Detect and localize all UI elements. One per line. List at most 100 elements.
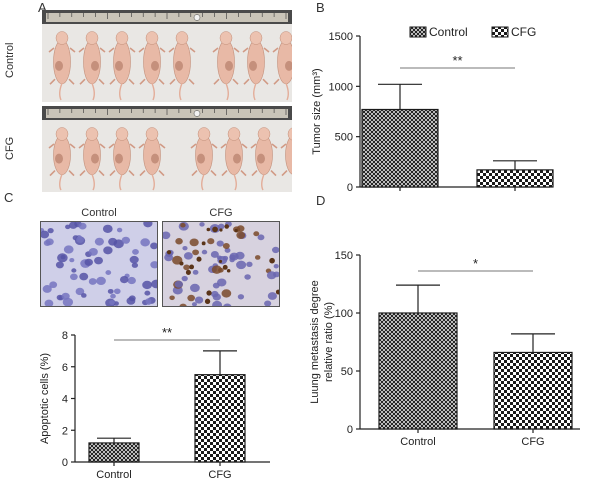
mouse-tail [91, 83, 95, 101]
cell-nucleus [254, 255, 261, 260]
significance-bracket: ** [114, 325, 220, 341]
cell-nucleus [211, 265, 222, 274]
y-tick-label: 0 [62, 457, 68, 469]
legend-swatch-cfg [491, 26, 509, 38]
mouse-tumor [249, 60, 257, 71]
micrograph-control [40, 221, 158, 307]
mouse-tail [59, 83, 63, 101]
cell-nucleus [47, 228, 54, 234]
mouse-head [145, 31, 159, 45]
cell-nucleus [55, 261, 64, 269]
cell-nucleus [113, 288, 121, 295]
cell-nucleus [257, 234, 265, 241]
apoptotic-stain [185, 269, 191, 275]
cell-nucleus [187, 294, 195, 302]
cell-nucleus [109, 300, 115, 305]
apoptotic-stain [222, 264, 228, 270]
mouse [138, 31, 166, 101]
mouse-body [113, 134, 131, 176]
bar-rect [476, 169, 554, 188]
ruler-hole [193, 110, 201, 117]
cell-nucleus [121, 236, 131, 244]
cell-nucleus [229, 257, 235, 263]
y-tick-label: 150 [335, 250, 353, 262]
y-tick-label: 8 [62, 330, 68, 342]
apoptotic-stain [166, 250, 172, 255]
significance-stars: ** [452, 53, 462, 68]
mouse-body [143, 134, 161, 176]
y-tick-label: 4 [62, 394, 68, 406]
ruler [46, 13, 288, 22]
tumor-size-chart: 0 500 1000 1500 Tumor size (mm³) ** Control CFG [311, 25, 554, 194]
y-tick-label: 100 [335, 308, 353, 320]
cell-nucleus [145, 298, 152, 304]
cell-nucleus [253, 231, 260, 237]
cell-nucleus [183, 252, 193, 260]
cell-nucleus [69, 258, 75, 263]
cell-nucleus [76, 236, 85, 243]
mouse-tail [59, 173, 63, 191]
cell-nucleus [175, 238, 183, 245]
cell-nucleus [79, 272, 89, 281]
mouse-head [287, 127, 292, 141]
mouse-tumor [91, 153, 99, 164]
cell-nucleus [224, 247, 231, 253]
mice-photo-control-svg [42, 10, 292, 102]
mouse [190, 127, 218, 191]
mouse-tumor [285, 60, 292, 71]
legend-label-control: Control [429, 25, 468, 39]
bar-rect [194, 374, 246, 463]
cell-nucleus [223, 303, 232, 306]
cell-nucleus [212, 300, 223, 306]
legend-label-cfg: CFG [511, 25, 536, 39]
cell-nucleus [127, 276, 136, 285]
cell-nucleus [88, 278, 97, 285]
mouse-head [55, 31, 69, 45]
mouse-legs [138, 143, 166, 177]
mouse [168, 31, 196, 101]
row-label-cfg: CFG [4, 136, 16, 160]
cell-nucleus [163, 231, 171, 240]
apoptotic-stain [189, 264, 195, 270]
mouse [242, 31, 270, 101]
x-tick-label: CFG [208, 469, 231, 481]
mouse-tail [179, 83, 183, 101]
cell-nucleus [194, 296, 204, 304]
mouse [108, 31, 136, 101]
bar-control: Control [378, 284, 458, 448]
mouse-head [197, 127, 211, 141]
mouse [48, 31, 76, 101]
row-label-control: Control [4, 42, 16, 78]
cell-nucleus [180, 222, 186, 228]
cell-nucleus [189, 238, 199, 247]
mouse-tail [119, 173, 123, 191]
cell-nucleus [103, 246, 113, 255]
panel-b-letter: B [316, 0, 325, 15]
cell-nucleus [236, 231, 246, 239]
mouse-legs [108, 143, 136, 177]
mouse-tail [151, 173, 155, 191]
cell-nucleus [65, 224, 71, 230]
cell-nucleus [108, 237, 118, 246]
mouse-tumor [233, 153, 241, 164]
mice-photo-cfg [42, 106, 292, 192]
cell-nucleus [207, 238, 215, 245]
cell-nucleus [150, 261, 157, 269]
panel-a-letter: A [38, 0, 47, 15]
cell-nucleus [140, 238, 150, 247]
mice-photo-control [42, 10, 292, 102]
mouse-tumor [115, 60, 123, 71]
bar-rect [493, 351, 573, 430]
cell-nucleus [63, 245, 74, 254]
apoptotic-stain [218, 259, 223, 264]
apoptotic-stain [226, 269, 231, 273]
mouse-head [257, 127, 271, 141]
mouse-head [249, 31, 263, 45]
y-tick-label: 500 [335, 132, 353, 144]
mouse-tail [225, 83, 229, 101]
micro-label-cfg: CFG [209, 207, 233, 219]
mouse-tumor [55, 153, 63, 164]
mouse [78, 31, 106, 101]
cell-nucleus [236, 260, 247, 270]
mouse-tail [91, 173, 95, 191]
